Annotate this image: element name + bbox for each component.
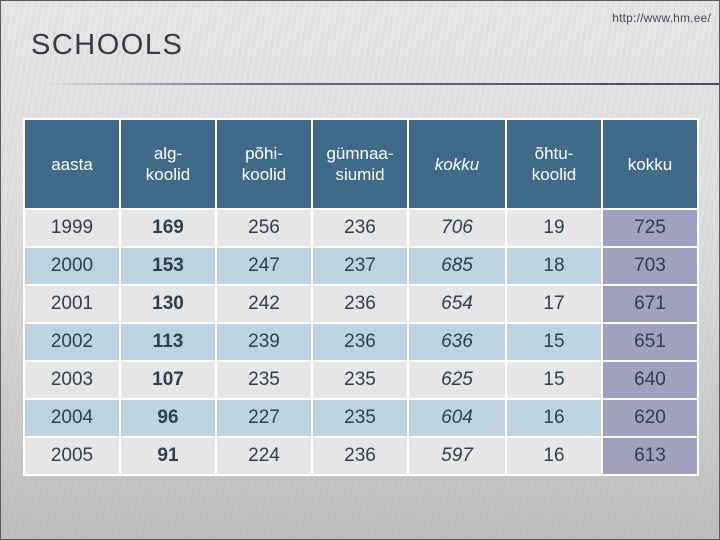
cell-evening: 15 xyxy=(505,322,603,362)
cell-primary: 113 xyxy=(119,322,217,362)
cell-year: 2004 xyxy=(23,398,121,438)
cell-grand-total: 640 xyxy=(601,360,699,400)
table-header-row: aasta alg- koolid põhi- koolid gümnaa- s… xyxy=(23,118,699,210)
source-url[interactable]: http://www.hm.ee/ xyxy=(612,11,711,25)
header-label: kokku xyxy=(434,154,480,174)
cell-grand-total: 725 xyxy=(601,208,699,248)
header-label: õhtu- xyxy=(534,144,574,163)
cell-primary: 96 xyxy=(119,398,217,438)
cell-grand-total: 703 xyxy=(601,246,699,286)
header-label: aasta xyxy=(51,154,93,174)
cell-primary: 107 xyxy=(119,360,217,400)
page-title: SCHOOLS xyxy=(31,29,184,61)
cell-primary: 91 xyxy=(119,436,217,476)
cell-year: 2000 xyxy=(23,246,121,286)
header-label: gümnaa- xyxy=(326,144,394,163)
cell-primary: 153 xyxy=(119,246,217,286)
cell-basic: 224 xyxy=(215,436,313,476)
cell-year: 2003 xyxy=(23,360,121,400)
cell-year: 2001 xyxy=(23,284,121,324)
cell-evening: 17 xyxy=(505,284,603,324)
cell-day-total: 654 xyxy=(407,284,507,324)
cell-grand-total: 671 xyxy=(601,284,699,324)
table-row: 2004 96 227 235 604 16 620 xyxy=(23,398,699,438)
header-evening-schools: õhtu- koolid xyxy=(505,118,603,210)
header-grand-total: kokku xyxy=(601,118,699,210)
cell-day-total: 685 xyxy=(407,246,507,286)
cell-grand-total: 613 xyxy=(601,436,699,476)
cell-gymnasium: 237 xyxy=(311,246,409,286)
title-divider xyxy=(47,83,720,85)
header-label: põhi- xyxy=(245,144,283,163)
cell-grand-total: 620 xyxy=(601,398,699,438)
cell-day-total: 625 xyxy=(407,360,507,400)
cell-basic: 239 xyxy=(215,322,313,362)
cell-basic: 235 xyxy=(215,360,313,400)
cell-evening: 16 xyxy=(505,436,603,476)
cell-gymnasium: 236 xyxy=(311,322,409,362)
header-basic-schools: põhi- koolid xyxy=(215,118,313,210)
cell-year: 2005 xyxy=(23,436,121,476)
cell-day-total: 604 xyxy=(407,398,507,438)
header-label: alg- xyxy=(153,144,183,163)
header-label: koolid xyxy=(145,165,191,184)
cell-gymnasium: 235 xyxy=(311,360,409,400)
cell-basic: 227 xyxy=(215,398,313,438)
header-label: kokku xyxy=(627,154,673,174)
cell-basic: 242 xyxy=(215,284,313,324)
header-year: aasta xyxy=(23,118,121,210)
table-row: 2001 130 242 236 654 17 671 xyxy=(23,284,699,324)
cell-basic: 256 xyxy=(215,208,313,248)
header-gymnasiums: gümnaa- siumid xyxy=(311,118,409,210)
table-row: 2005 91 224 236 597 16 613 xyxy=(23,436,699,476)
cell-gymnasium: 236 xyxy=(311,208,409,248)
cell-evening: 15 xyxy=(505,360,603,400)
cell-evening: 19 xyxy=(505,208,603,248)
schools-table: aasta alg- koolid põhi- koolid gümnaa- s… xyxy=(23,118,699,476)
cell-evening: 18 xyxy=(505,246,603,286)
cell-year: 1999 xyxy=(23,208,121,248)
cell-primary: 130 xyxy=(119,284,217,324)
cell-primary: 169 xyxy=(119,208,217,248)
header-day-total: kokku xyxy=(407,118,507,210)
cell-day-total: 597 xyxy=(407,436,507,476)
cell-basic: 247 xyxy=(215,246,313,286)
header-primary-schools: alg- koolid xyxy=(119,118,217,210)
cell-gymnasium: 235 xyxy=(311,398,409,438)
cell-day-total: 636 xyxy=(407,322,507,362)
cell-gymnasium: 236 xyxy=(311,436,409,476)
cell-evening: 16 xyxy=(505,398,603,438)
header-label: koolid xyxy=(531,165,577,184)
table-row: 1999 169 256 236 706 19 725 xyxy=(23,208,699,248)
table-row: 2000 153 247 237 685 18 703 xyxy=(23,246,699,286)
cell-year: 2002 xyxy=(23,322,121,362)
cell-grand-total: 651 xyxy=(601,322,699,362)
cell-gymnasium: 236 xyxy=(311,284,409,324)
table-row: 2002 113 239 236 636 15 651 xyxy=(23,322,699,362)
cell-day-total: 706 xyxy=(407,208,507,248)
header-label: koolid xyxy=(241,165,287,184)
header-label: siumid xyxy=(335,165,385,184)
table-row: 2003 107 235 235 625 15 640 xyxy=(23,360,699,400)
